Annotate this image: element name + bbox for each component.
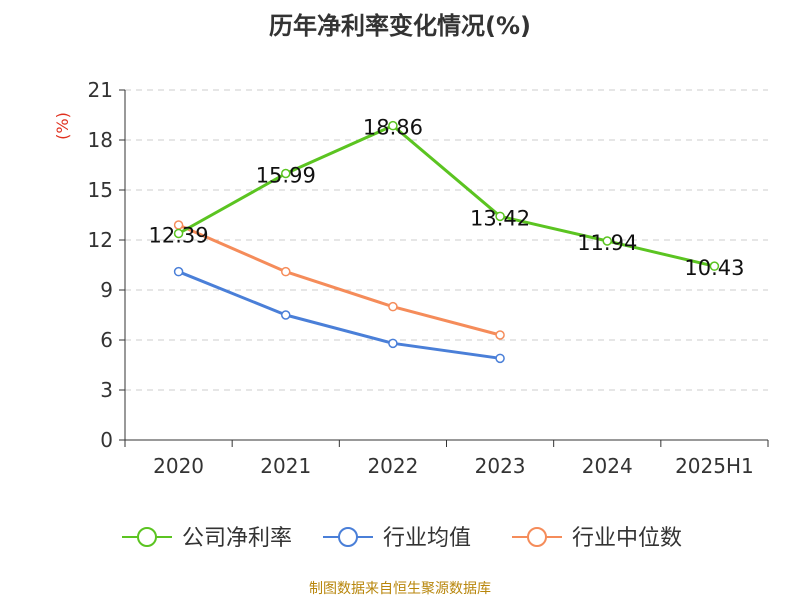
y-tick-label: 0: [100, 428, 113, 452]
data-point: [602, 236, 612, 246]
series-line: [177, 270, 502, 360]
y-tick-label: 21: [88, 78, 113, 102]
y-tick-label: 6: [100, 328, 113, 352]
data-label: 10.43: [684, 256, 744, 280]
data-point: [709, 261, 720, 271]
y-tick-label: 18: [88, 128, 113, 152]
data-label: 11.94: [577, 231, 637, 255]
data-point: [495, 211, 505, 222]
data-labels: 12.39 15.99 18.86 13.42 11.94 10.43: [149, 116, 745, 280]
data-label: 15.99: [256, 164, 316, 188]
y-axis-label: (%): [53, 112, 72, 140]
legend-label: 行业中位数: [572, 526, 682, 551]
series-line: [177, 223, 502, 337]
y-tick-label: 9: [100, 278, 113, 302]
y-tick-label: 3: [100, 378, 113, 402]
legend: 公司净利率 行业均值 行业中位数: [122, 526, 682, 551]
data-point: [388, 338, 398, 349]
data-label: 13.42: [470, 206, 530, 230]
series-lines: [173, 120, 720, 364]
legend-marker: [137, 527, 157, 547]
source-note: 制图数据来自恒生聚源数据库: [309, 581, 491, 597]
legend-marker: [338, 527, 358, 547]
data-point: [281, 168, 291, 179]
x-tick-label: 2023: [475, 454, 526, 478]
data-point: [495, 330, 505, 340]
legend-item: 公司净利率: [122, 526, 292, 551]
legend-label: 行业均值: [383, 526, 471, 551]
data-point: [388, 301, 398, 312]
legend-item: 行业均值: [323, 526, 471, 551]
x-tick-label: 2021: [260, 454, 311, 478]
legend-marker: [527, 527, 547, 547]
y-tick-label: 12: [88, 228, 113, 252]
legend-item: 行业中位数: [512, 526, 682, 551]
x-tick-label: 2022: [367, 454, 418, 478]
x-tick-label: 2024: [582, 454, 633, 478]
chart-title: 历年净利率变化情况(%): [269, 12, 531, 40]
data-point: [388, 120, 398, 131]
data-point: [281, 310, 291, 320]
data-point: [281, 266, 291, 277]
data-point: [173, 228, 184, 239]
x-tick-label: 2025H1: [675, 454, 754, 478]
data-point: [495, 353, 505, 364]
legend-label: 公司净利率: [182, 526, 292, 551]
grid-lines: [125, 89, 768, 391]
series-line: [177, 124, 716, 268]
y-tick-label: 15: [88, 178, 113, 202]
x-tick-label: 2020: [153, 454, 204, 478]
data-point: [173, 266, 184, 277]
data-label: 18.86: [363, 116, 423, 140]
axes: 0 3 6 9 12 15 18 21 2020 2021 2022 2023 2024 2025H1 (%…: [53, 78, 769, 478]
data-label: 12.39: [149, 224, 209, 248]
